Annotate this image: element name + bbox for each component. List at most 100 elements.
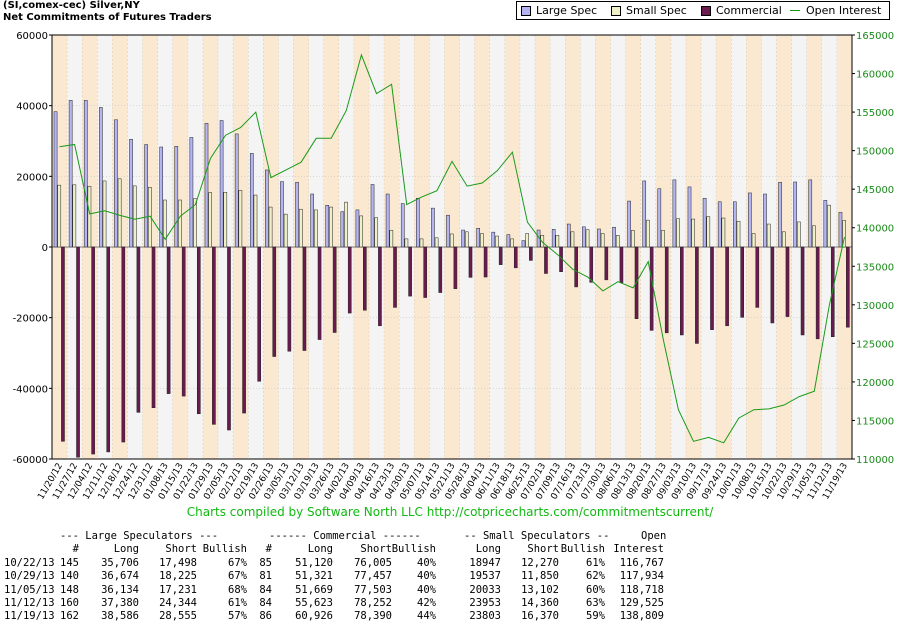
table-cell: 129,525 — [619, 596, 664, 609]
bar-commercial — [619, 246, 624, 283]
right-axis-tick-label: 130000 — [856, 301, 894, 312]
bar-small-spec — [314, 209, 318, 248]
left-axis-tick-label: -60000 — [13, 455, 48, 466]
bar-large-spec — [204, 123, 209, 248]
bar-small-spec — [691, 218, 696, 248]
table-cell: 118,718 — [619, 583, 664, 596]
chart-title-block: (SI,comex-cec) Silver,NY Net Commitments… — [3, 0, 212, 24]
bar-commercial — [846, 246, 850, 328]
column-header: # — [72, 543, 79, 556]
bar-commercial — [272, 246, 277, 357]
bar-commercial — [332, 246, 337, 333]
open-interest-line — [59, 53, 845, 444]
bar-large-spec — [355, 209, 360, 248]
bar-small-spec — [87, 185, 92, 248]
bar-small-spec — [178, 199, 182, 248]
left-axis-tick-label: 40000 — [16, 102, 48, 113]
legend-label: Large Spec — [536, 4, 598, 17]
table-cell: 160 — [60, 596, 79, 609]
table-cell: 63% — [586, 596, 605, 609]
legend-swatch-small-spec — [611, 6, 621, 16]
bar-large-spec — [672, 179, 677, 248]
bar-large-spec — [627, 200, 631, 248]
bar-commercial — [408, 246, 412, 297]
bar-small-spec — [842, 220, 846, 248]
column-header: Bullish — [202, 543, 247, 556]
bar-small-spec — [555, 235, 560, 248]
bar-small-spec — [797, 221, 801, 248]
bar-small-spec — [766, 223, 771, 248]
right-axis-tick-label: 160000 — [856, 70, 894, 81]
bar-commercial — [740, 246, 744, 318]
table-cell: 19537 — [469, 570, 501, 583]
bar-large-spec — [234, 133, 239, 248]
bar-small-spec — [238, 190, 243, 248]
bar-small-spec — [631, 230, 635, 248]
bar-commercial — [755, 246, 760, 308]
bar-small-spec — [404, 238, 409, 248]
bar-small-spec — [661, 230, 665, 248]
bar-small-spec — [344, 201, 348, 248]
bar-commercial — [468, 246, 473, 278]
bar-large-spec — [99, 107, 103, 248]
bar-commercial — [317, 246, 322, 340]
table-cell: 23953 — [469, 596, 501, 609]
bar-commercial — [196, 246, 201, 415]
row-date: 11/12/13 — [4, 596, 55, 609]
group-header-commercial: ------ Commercial ------ — [269, 530, 421, 542]
bar-commercial — [680, 246, 684, 336]
table-cell: 67% — [228, 570, 247, 583]
table-cell: 78,252 — [354, 596, 392, 609]
bar-small-spec — [570, 231, 575, 248]
group-header-open: Open — [641, 530, 667, 542]
bar-large-spec — [446, 214, 450, 248]
table-cell: 13,102 — [521, 583, 559, 596]
table-cell: 60,926 — [295, 610, 333, 623]
bar-large-spec — [702, 197, 707, 248]
bar-commercial — [91, 246, 95, 455]
bar-commercial — [498, 246, 503, 265]
bar-large-spec — [53, 111, 58, 248]
bar-large-spec — [249, 153, 254, 248]
bar-small-spec — [495, 235, 499, 248]
bar-commercial — [423, 246, 428, 298]
column-header: Short — [360, 543, 392, 556]
legend-line-open-interest — [790, 10, 800, 11]
bar-small-spec — [72, 184, 77, 248]
bar-large-spec — [370, 184, 375, 248]
group-header-large-spec: --- Large Speculators --- — [60, 530, 219, 542]
bar-large-spec — [174, 146, 179, 248]
bar-commercial — [166, 246, 171, 394]
table-group-header-row: --- Large Speculators --- ------ Commerc… — [4, 530, 896, 543]
bar-commercial — [393, 246, 397, 308]
table-cell: 85 — [259, 556, 272, 569]
bar-small-spec — [480, 233, 484, 248]
table-cell: 84 — [259, 596, 272, 609]
row-date: 11/19/13 — [4, 610, 55, 623]
left-axis-tick-label: 20000 — [16, 172, 48, 183]
bar-commercial — [136, 246, 141, 413]
bar-small-spec — [615, 235, 620, 248]
bar-small-spec — [193, 198, 197, 248]
bar-commercial — [589, 246, 594, 283]
table-cell: 14,360 — [521, 596, 559, 609]
bar-large-spec — [717, 201, 722, 248]
bar-commercial — [106, 246, 111, 453]
right-axis-tick-label: 120000 — [856, 378, 894, 389]
legend: Large Spec Small Spec Commercial Open In… — [516, 1, 890, 20]
bar-commercial — [513, 246, 518, 269]
bar-commercial — [604, 246, 609, 281]
bar-small-spec — [525, 233, 529, 248]
table-body: 10/22/13 145 35,706 17,498 67% 85 51,120 76,005… — [4, 557, 896, 624]
bar-large-spec — [551, 229, 556, 248]
legend-label: Open Interest — [806, 4, 882, 17]
bar-commercial — [815, 246, 820, 340]
right-axis-tick-label: 150000 — [856, 147, 894, 158]
bar-commercial — [710, 246, 714, 330]
table-cell: 76,005 — [354, 556, 392, 569]
bar-large-spec — [763, 193, 767, 248]
bar-small-spec — [827, 204, 831, 248]
table-cell: 145 — [60, 556, 79, 569]
left-axis-tick-label: -20000 — [13, 314, 48, 325]
bar-large-spec — [68, 100, 73, 248]
